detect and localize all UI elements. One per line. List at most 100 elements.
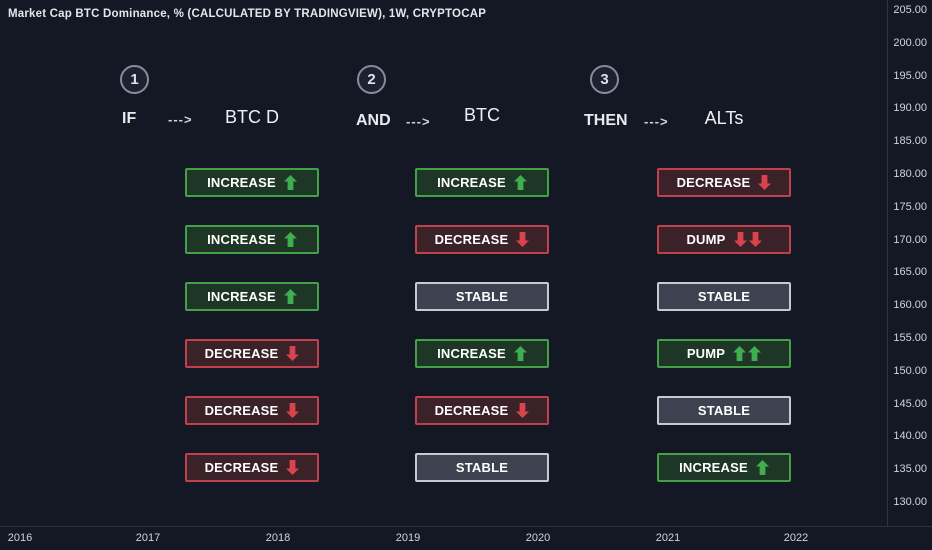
keyword-if[interactable]: IF [122, 110, 137, 127]
time-axis-label: 2020 [525, 532, 551, 544]
condition-label: INCREASE [437, 346, 506, 361]
condition-box[interactable]: INCREASE [415, 339, 549, 368]
condition-box[interactable]: INCREASE [185, 225, 319, 254]
condition-box[interactable]: INCREASE [415, 168, 549, 197]
condition-label: STABLE [455, 289, 509, 304]
condition-box[interactable]: DECREASE [415, 396, 549, 425]
condition-box[interactable]: PUMP [657, 339, 791, 368]
time-axis-label: 2021 [655, 532, 681, 544]
chart-title[interactable]: Market Cap BTC Dominance, % (CALCULATED … [8, 8, 487, 20]
price-axis-label: 135.00 [893, 463, 927, 475]
up-arrow-icon [513, 346, 527, 361]
condition-label: DECREASE [204, 460, 279, 475]
condition-label: INCREASE [207, 232, 276, 247]
condition-box[interactable]: STABLE [657, 396, 791, 425]
column-target-btcd[interactable]: BTC D [225, 107, 279, 127]
price-axis-label: 160.00 [893, 299, 927, 311]
condition-box[interactable]: INCREASE [185, 282, 319, 311]
condition-box[interactable]: STABLE [415, 282, 549, 311]
column-btc-conditions: INCREASE DECREASE STABLE INCREASE DECREA… [415, 168, 549, 482]
down-arrow-icon [748, 232, 762, 247]
condition-box[interactable]: DECREASE [185, 339, 319, 368]
arrow-text-icon: ---> [168, 112, 193, 127]
down-arrow-icon [286, 403, 300, 418]
condition-box[interactable]: DECREASE [415, 225, 549, 254]
step-circle-3[interactable]: 3 [590, 65, 619, 94]
condition-label: STABLE [697, 289, 751, 304]
keyword-then[interactable]: THEN [584, 112, 628, 129]
price-axis-label: 130.00 [893, 496, 927, 508]
column-target-alts[interactable]: ALTs [704, 108, 744, 128]
trend-arrows-icon [516, 403, 530, 418]
down-arrow-icon [758, 175, 772, 190]
condition-label: DUMP [686, 232, 726, 247]
keyword-and[interactable]: AND [356, 112, 391, 129]
trend-arrows-icon [283, 175, 297, 190]
price-axis-label: 205.00 [893, 4, 927, 16]
condition-label: DECREASE [676, 175, 751, 190]
arrow-text-icon: ---> [406, 114, 431, 129]
condition-label: DECREASE [434, 232, 509, 247]
up-arrow-icon [283, 232, 297, 247]
up-arrow-icon [733, 346, 747, 361]
trend-arrows-icon [286, 460, 300, 475]
condition-label: DECREASE [434, 403, 509, 418]
price-axis[interactable]: 205.00 200.00 195.00 190.00 185.00 180.0… [887, 0, 932, 527]
price-axis-label: 175.00 [893, 201, 927, 213]
condition-label: INCREASE [437, 175, 506, 190]
step-circle-2[interactable]: 2 [357, 65, 386, 94]
condition-box[interactable]: DECREASE [185, 396, 319, 425]
condition-label: INCREASE [207, 289, 276, 304]
condition-label: INCREASE [679, 460, 748, 475]
condition-box[interactable]: STABLE [657, 282, 791, 311]
step-number: 3 [600, 71, 609, 88]
condition-box[interactable]: DECREASE [185, 453, 319, 482]
trend-arrows-icon [286, 346, 300, 361]
down-arrow-icon [516, 232, 530, 247]
price-axis-label: 195.00 [893, 70, 927, 82]
price-axis-label: 180.00 [893, 168, 927, 180]
column-target-btc[interactable]: BTC [464, 105, 500, 125]
trend-arrows-icon [513, 175, 527, 190]
up-arrow-icon [748, 346, 762, 361]
time-axis-label: 2016 [7, 532, 33, 544]
price-axis-label: 190.00 [893, 102, 927, 114]
price-axis-label: 145.00 [893, 398, 927, 410]
condition-label: STABLE [697, 403, 751, 418]
trend-arrows-icon [283, 232, 297, 247]
trend-arrows-icon [733, 232, 762, 247]
time-axis-label: 2017 [135, 532, 161, 544]
trend-arrows-icon [758, 175, 772, 190]
step-number: 2 [367, 71, 376, 88]
price-axis-label: 140.00 [893, 430, 927, 442]
condition-box[interactable]: STABLE [415, 453, 549, 482]
time-axis[interactable]: 2016 2017 2018 2019 2020 2021 2022 [0, 526, 932, 550]
price-axis-label: 200.00 [893, 37, 927, 49]
condition-label: STABLE [455, 460, 509, 475]
down-arrow-icon [286, 460, 300, 475]
condition-box[interactable]: INCREASE [185, 168, 319, 197]
trend-arrows-icon [513, 346, 527, 361]
up-arrow-icon [283, 175, 297, 190]
step-circle-1[interactable]: 1 [120, 65, 149, 94]
condition-box[interactable]: INCREASE [657, 453, 791, 482]
price-axis-label: 170.00 [893, 234, 927, 246]
down-arrow-icon [733, 232, 747, 247]
trend-arrows-icon [516, 232, 530, 247]
up-arrow-icon [513, 175, 527, 190]
condition-label: DECREASE [204, 346, 279, 361]
trend-arrows-icon [286, 403, 300, 418]
time-axis-label: 2019 [395, 532, 421, 544]
condition-box[interactable]: DECREASE [657, 168, 791, 197]
column-alts-conditions: DECREASE DUMP STABLE PUMP STABLE INCREAS… [657, 168, 791, 482]
time-axis-label: 2022 [783, 532, 809, 544]
column-btcd-conditions: INCREASE INCREASE INCREASE DECREASE DECR… [185, 168, 319, 482]
condition-box[interactable]: DUMP [657, 225, 791, 254]
up-arrow-icon [283, 289, 297, 304]
price-axis-label: 150.00 [893, 365, 927, 377]
time-axis-label: 2018 [265, 532, 291, 544]
condition-label: PUMP [686, 346, 726, 361]
condition-label: INCREASE [207, 175, 276, 190]
price-axis-label: 165.00 [893, 266, 927, 278]
